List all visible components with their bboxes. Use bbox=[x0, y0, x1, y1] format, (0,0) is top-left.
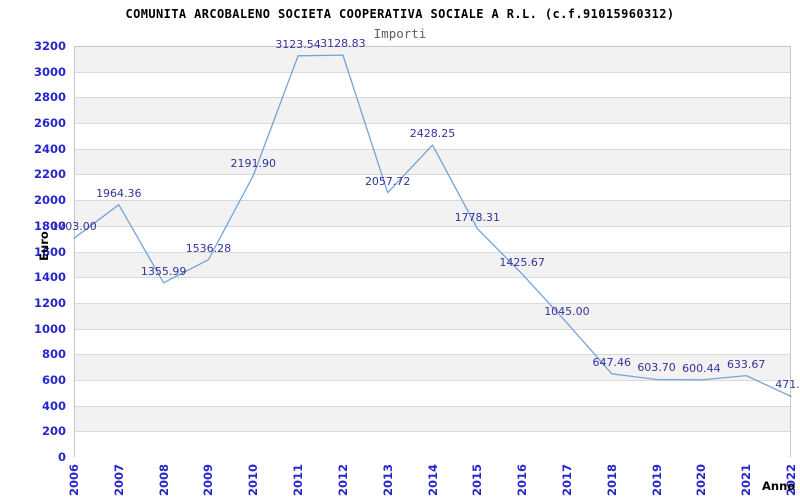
point-value-label: 2428.25 bbox=[409, 127, 456, 141]
y-tick-label: 200 bbox=[41, 424, 66, 439]
x-tick-label: 2008 bbox=[156, 464, 171, 497]
gridline bbox=[75, 379, 790, 381]
gridline bbox=[75, 251, 790, 253]
x-tick-label: 2012 bbox=[335, 464, 350, 497]
grid-band bbox=[75, 149, 790, 176]
point-value-label: 1536.28 bbox=[185, 241, 232, 255]
gridline bbox=[75, 354, 790, 356]
y-tick-label: 2000 bbox=[33, 193, 66, 208]
y-tick-label: 1000 bbox=[33, 321, 66, 336]
grid-band bbox=[75, 226, 790, 253]
point-value-label: 2057.72 bbox=[364, 174, 411, 188]
x-tick-label: 2013 bbox=[380, 464, 395, 497]
y-tick-label: 2400 bbox=[33, 141, 66, 156]
plot-area bbox=[74, 46, 791, 458]
x-tick-label: 2020 bbox=[694, 464, 709, 497]
gridline bbox=[75, 302, 790, 304]
x-axis-title: Anno bbox=[762, 479, 796, 493]
point-value-label: 2191.90 bbox=[230, 157, 277, 171]
point-value-label: 1355.99 bbox=[140, 264, 187, 278]
point-value-label: 471.7 bbox=[775, 378, 800, 392]
grid-band bbox=[75, 278, 790, 304]
y-tick-label: 2200 bbox=[33, 167, 66, 182]
x-tick-label: 2017 bbox=[559, 464, 574, 497]
y-tick-label: 800 bbox=[41, 347, 66, 362]
point-value-label: 3128.83 bbox=[320, 37, 366, 51]
x-tick-label: 2014 bbox=[425, 464, 440, 497]
x-tick-label: 2006 bbox=[67, 464, 81, 497]
x-tick-label: 2010 bbox=[246, 464, 261, 497]
gridline bbox=[75, 71, 790, 73]
y-axis-title: Euro bbox=[37, 231, 51, 261]
point-value-label: 600.44 bbox=[682, 361, 721, 375]
y-tick-label: 2600 bbox=[33, 116, 66, 131]
point-value-label: 3123.54 bbox=[275, 37, 321, 51]
chart-title: COMUNITA ARCOBALENO SOCIETA COOPERATIVA … bbox=[125, 7, 675, 21]
gridline bbox=[75, 405, 790, 407]
grid-band bbox=[75, 72, 790, 99]
grid-band bbox=[75, 98, 790, 125]
point-value-label: 1425.67 bbox=[499, 255, 545, 269]
gridline bbox=[75, 148, 790, 150]
gridline bbox=[75, 174, 790, 176]
y-tick-label: 2800 bbox=[33, 90, 66, 105]
point-value-label: 1778.31 bbox=[454, 210, 501, 224]
x-tick-label: 2011 bbox=[291, 464, 306, 497]
point-value-label: 633.67 bbox=[726, 357, 766, 371]
x-tick-label: 2018 bbox=[604, 464, 619, 497]
y-tick-label: 0 bbox=[57, 450, 66, 464]
x-tick-label: 2015 bbox=[470, 464, 485, 497]
y-tick-label: 1800 bbox=[33, 218, 66, 233]
point-value-label: 1703.00 bbox=[51, 220, 97, 234]
y-tick-label: 1400 bbox=[33, 270, 66, 285]
gridline bbox=[75, 431, 790, 433]
grid-band bbox=[75, 329, 790, 356]
grid-band bbox=[75, 47, 790, 73]
grid-band bbox=[75, 175, 790, 202]
gridline bbox=[75, 97, 790, 99]
point-value-label: 1964.36 bbox=[96, 186, 142, 200]
point-value-label: 603.70 bbox=[637, 361, 676, 375]
x-tick-label: 2016 bbox=[515, 464, 530, 497]
grid-band bbox=[75, 432, 790, 458]
grid-band bbox=[75, 380, 790, 407]
y-tick-label: 400 bbox=[41, 398, 66, 413]
x-tick-label: 2021 bbox=[739, 464, 754, 497]
gridline bbox=[75, 225, 790, 227]
gridline bbox=[75, 328, 790, 330]
y-tick-label: 3000 bbox=[33, 64, 66, 79]
gridline bbox=[75, 123, 790, 125]
y-tick-label: 1200 bbox=[33, 295, 66, 310]
x-tick-label: 2009 bbox=[201, 464, 216, 497]
x-tick-label: 2007 bbox=[111, 464, 126, 497]
y-tick-label: 1600 bbox=[33, 244, 66, 259]
grid-band bbox=[75, 406, 790, 433]
x-tick-label: 2019 bbox=[649, 464, 664, 497]
point-value-label: 1045.00 bbox=[544, 304, 590, 318]
grid-band bbox=[75, 303, 790, 330]
y-tick-label: 3200 bbox=[33, 39, 66, 53]
chart-subtitle: Importi bbox=[373, 26, 427, 41]
point-value-label: 647.46 bbox=[592, 355, 632, 369]
gridline bbox=[75, 200, 790, 202]
grid-band bbox=[75, 201, 790, 227]
y-tick-label: 600 bbox=[41, 372, 66, 387]
